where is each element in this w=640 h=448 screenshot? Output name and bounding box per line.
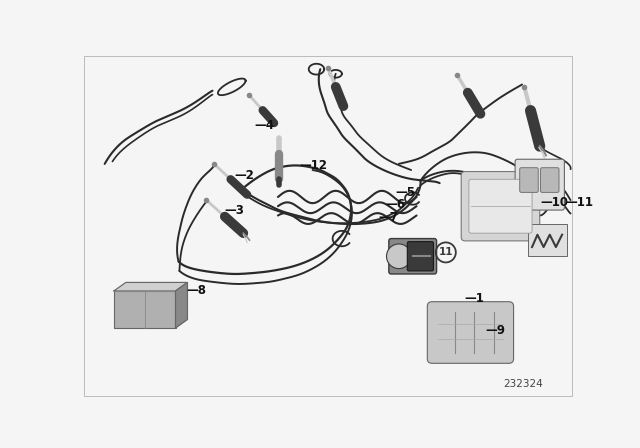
- FancyBboxPatch shape: [428, 302, 513, 363]
- Text: —10: —10: [541, 196, 568, 209]
- Text: —3: —3: [224, 203, 244, 216]
- Bar: [528, 224, 566, 256]
- Text: —4: —4: [255, 119, 275, 132]
- Bar: [114, 291, 175, 328]
- Text: —2: —2: [234, 169, 254, 182]
- FancyBboxPatch shape: [469, 179, 532, 233]
- Polygon shape: [175, 282, 188, 328]
- Text: 11: 11: [438, 247, 453, 258]
- FancyBboxPatch shape: [389, 238, 436, 274]
- Text: —6: —6: [385, 198, 405, 211]
- Text: —12: —12: [300, 159, 328, 172]
- Polygon shape: [114, 282, 188, 291]
- Text: —9: —9: [486, 324, 506, 337]
- FancyBboxPatch shape: [407, 241, 433, 271]
- FancyBboxPatch shape: [520, 168, 538, 192]
- FancyBboxPatch shape: [541, 168, 559, 192]
- Text: —1: —1: [464, 292, 484, 305]
- FancyBboxPatch shape: [461, 172, 540, 241]
- Text: 232324: 232324: [504, 379, 543, 389]
- Circle shape: [387, 244, 411, 269]
- Text: —11: —11: [565, 196, 593, 209]
- Text: —7: —7: [378, 211, 398, 224]
- FancyBboxPatch shape: [515, 159, 564, 210]
- Text: —5: —5: [396, 186, 416, 199]
- Text: —8: —8: [186, 284, 206, 297]
